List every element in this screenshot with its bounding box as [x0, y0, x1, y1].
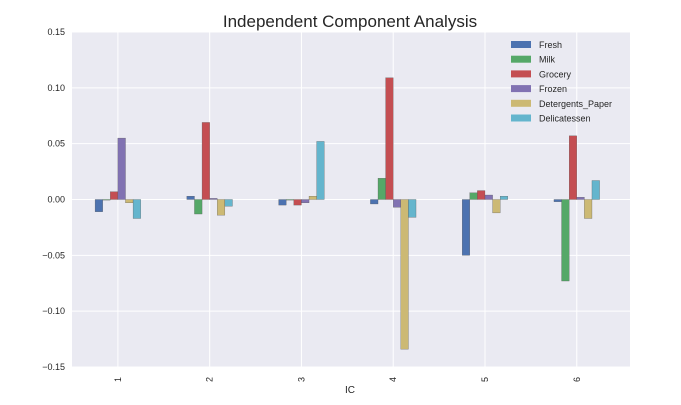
legend-label: Milk	[539, 55, 555, 65]
bar	[561, 199, 570, 282]
bar	[584, 199, 593, 219]
bar	[301, 199, 310, 203]
bar	[400, 199, 409, 350]
bars	[94, 77, 600, 350]
legend-label: Delicatessen	[539, 114, 591, 124]
x-tick-label: 4	[388, 377, 398, 382]
bar	[194, 199, 203, 215]
x-tick-label: 2	[205, 377, 215, 382]
bar	[553, 199, 562, 202]
bar	[591, 180, 600, 200]
legend-swatch	[511, 85, 531, 93]
bar	[492, 199, 501, 214]
bar	[278, 199, 287, 206]
y-tick-label: 0.00	[47, 195, 65, 205]
x-axis-ticks: 1 2 3 4 5 6	[113, 377, 582, 382]
x-tick-label: 5	[480, 377, 490, 382]
legend: Fresh Milk Grocery Frozen Detergents_Paper De…	[511, 40, 612, 124]
x-tick-label: 6	[572, 377, 582, 382]
bar	[370, 199, 379, 205]
bar	[102, 199, 111, 201]
bar	[132, 199, 141, 219]
chart-title: Independent Component Analysis	[223, 12, 477, 31]
y-tick-label: 0.05	[47, 139, 65, 149]
bar	[110, 191, 119, 200]
legend-swatch	[511, 55, 531, 63]
x-axis-label: IC	[345, 385, 355, 396]
bar	[201, 122, 210, 200]
bar	[569, 135, 577, 200]
bar	[377, 178, 386, 200]
legend-swatch	[511, 99, 531, 107]
x-tick-label: 1	[113, 377, 123, 382]
bar	[308, 195, 317, 200]
bar	[469, 192, 478, 200]
bar	[217, 199, 226, 216]
y-tick-label: 0.15	[47, 27, 65, 37]
bar	[484, 194, 493, 200]
bar	[94, 199, 103, 212]
y-tick-label: −0.15	[42, 362, 65, 372]
legend-swatch	[511, 41, 531, 48]
y-tick-label: 0.10	[47, 83, 65, 93]
bar	[462, 199, 470, 256]
legend-swatch	[511, 70, 531, 78]
legend-label: Frozen	[539, 84, 567, 94]
bar	[224, 199, 233, 207]
y-tick-label: −0.05	[42, 250, 65, 260]
y-tick-label: −0.10	[42, 306, 65, 316]
y-axis-ticks: 0.15 0.10 0.05 0.00 −0.05 −0.10 −0.15	[42, 27, 65, 372]
x-tick-label: 3	[296, 377, 306, 382]
legend-label: Detergents_Paper	[539, 99, 612, 109]
bar	[477, 190, 486, 200]
bar	[125, 199, 134, 203]
legend-swatch	[511, 114, 531, 122]
bar	[500, 195, 508, 200]
bar	[293, 199, 302, 206]
legend-label: Grocery	[539, 69, 572, 79]
bar	[286, 199, 294, 201]
bar	[209, 198, 218, 200]
bar	[316, 141, 325, 200]
bar	[408, 199, 417, 218]
legend-label: Fresh	[539, 40, 562, 50]
bar	[576, 197, 585, 200]
bar	[186, 195, 195, 200]
bar	[385, 77, 394, 200]
bar	[393, 199, 401, 208]
bar	[117, 137, 126, 200]
